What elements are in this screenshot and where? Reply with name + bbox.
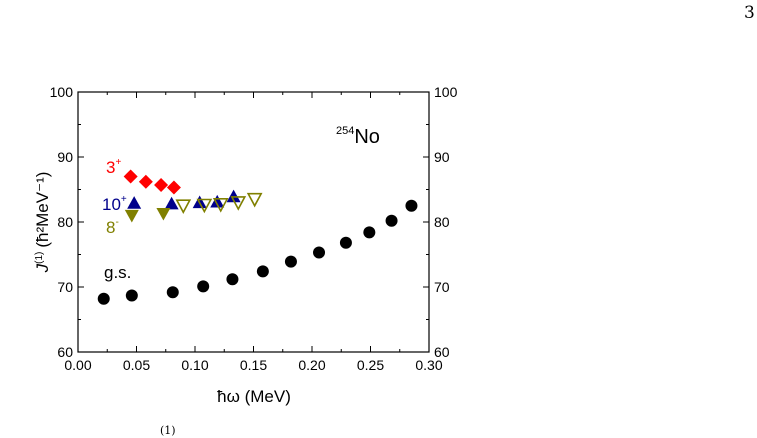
y-tick-label-left: 100 bbox=[50, 84, 74, 100]
data-point-circle bbox=[385, 214, 398, 227]
y-axis-left: 60 70 80 90 100 bbox=[50, 84, 84, 360]
band-label-10plus-k: 10 bbox=[102, 195, 121, 214]
data-point-circle bbox=[339, 236, 352, 249]
data-point-circle bbox=[125, 289, 138, 302]
x-axis: 0.00 0.05 0.10 0.15 0.20 0.25 0.30 bbox=[64, 92, 443, 373]
data-point-triangle-down-open bbox=[246, 192, 263, 208]
data-point-triangle-down-filled bbox=[156, 207, 171, 221]
band-label-gs: g.s. bbox=[104, 263, 131, 282]
y-axis-right: 60 70 80 90 100 bbox=[423, 84, 458, 360]
data-point-diamond bbox=[138, 174, 153, 189]
band-label-8minus: 8- bbox=[106, 217, 119, 237]
data-point-triangle-down-open bbox=[212, 198, 229, 213]
y-tick-label-right: 70 bbox=[434, 279, 450, 295]
x-tick-label: 0.20 bbox=[298, 357, 325, 373]
y-axis-label-symbol: J bbox=[33, 263, 52, 273]
band-label-8minus-parity: - bbox=[115, 217, 118, 228]
data-point-circle bbox=[226, 273, 239, 286]
y-tick-label-right: 60 bbox=[434, 344, 450, 360]
y-tick-label-right: 80 bbox=[434, 214, 450, 230]
data-point-circle bbox=[405, 199, 418, 212]
data-point-circle bbox=[197, 280, 210, 293]
y-tick-label-right: 100 bbox=[434, 84, 458, 100]
data-point-diamond bbox=[123, 169, 138, 184]
data-point-circle bbox=[284, 255, 297, 268]
y-tick-label-left: 70 bbox=[57, 279, 73, 295]
band-label-10plus-parity: + bbox=[121, 194, 127, 205]
data-point-triangle-down-open bbox=[230, 196, 247, 211]
data-point-triangle-down-open bbox=[175, 199, 192, 214]
band-label-3plus-parity: + bbox=[115, 157, 121, 168]
data-point-circle bbox=[313, 246, 326, 259]
band-label-3plus-k: 3 bbox=[106, 158, 115, 177]
data-point-circle bbox=[363, 226, 376, 239]
y-axis-label: J(1) (ħ²MeV⁻¹) bbox=[33, 172, 52, 274]
nucleus-label: 254No bbox=[336, 125, 380, 148]
data-point-diamond bbox=[166, 180, 181, 195]
data-point-circle bbox=[166, 286, 179, 299]
y-tick-label-left: 60 bbox=[57, 344, 73, 360]
page-number: 3 bbox=[744, 3, 755, 23]
data-point-triangle-down-open bbox=[196, 198, 213, 214]
band-label-8minus-k: 8 bbox=[106, 218, 115, 237]
nucleus-mass: 254 bbox=[336, 125, 354, 137]
x-tick-label: 0.05 bbox=[123, 357, 150, 373]
caption-fragment: (1) bbox=[160, 424, 176, 437]
y-axis-label-unit: (ħ²MeV⁻¹) bbox=[33, 172, 52, 248]
y-tick-label-left: 90 bbox=[57, 149, 73, 165]
x-tick-label: 0.10 bbox=[181, 357, 208, 373]
band-label-3plus: 3+ bbox=[106, 157, 121, 177]
y-tick-label-right: 90 bbox=[434, 149, 450, 165]
x-tick-label: 0.30 bbox=[415, 357, 442, 373]
data-point-triangle-up bbox=[210, 194, 225, 208]
data-point-triangle-up bbox=[226, 189, 241, 203]
y-tick-label-left: 80 bbox=[57, 214, 73, 230]
data-point-circle bbox=[97, 292, 110, 305]
data-point-circle bbox=[256, 265, 269, 278]
x-axis-label: ħω (MeV) bbox=[217, 387, 291, 406]
y-axis-label-sup: (1) bbox=[34, 252, 45, 264]
data-marks bbox=[97, 169, 418, 305]
x-tick-label: 0.15 bbox=[240, 357, 267, 373]
nucleus-symbol: No bbox=[354, 126, 380, 148]
data-point-triangle-up bbox=[164, 196, 179, 210]
x-tick-label: 0.25 bbox=[357, 357, 384, 373]
x-tick-label: 0.00 bbox=[64, 357, 91, 373]
data-point-diamond bbox=[154, 177, 169, 192]
data-point-triangle-down-filled bbox=[124, 209, 139, 223]
data-point-triangle-up bbox=[127, 196, 142, 209]
band-label-10plus: 10+ bbox=[102, 194, 127, 214]
